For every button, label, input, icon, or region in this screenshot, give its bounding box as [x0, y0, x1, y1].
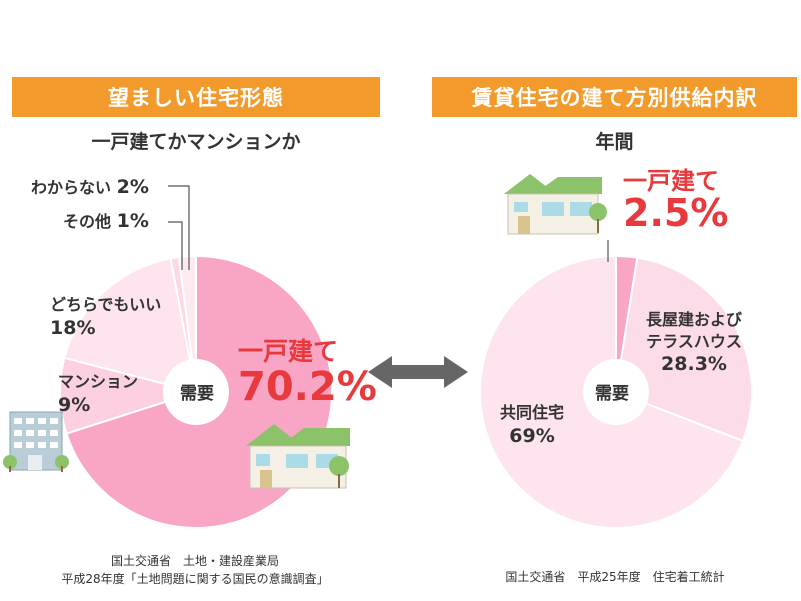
- label-wakaranai-text: わからない: [31, 178, 112, 197]
- label-sonota-pct: 1%: [116, 210, 149, 232]
- left-source-line-1: 国土交通省 土地・建設産業局: [110, 554, 279, 568]
- left-source: 国土交通省 土地・建設産業局 平成28年度「土地問題に関する国民の意識調査」: [40, 552, 350, 588]
- leader-line-sonota: [168, 221, 183, 270]
- label-wakaranai-pct: 2%: [116, 176, 149, 198]
- label-nagaya-line1: 長屋建および: [646, 310, 743, 329]
- label-ikkodate-right-pct: 2.5%: [623, 191, 729, 236]
- label-ikkodate-left: 一戸建て 70.2%: [238, 338, 377, 408]
- label-wakaranai: わからない 2%: [31, 175, 149, 201]
- label-dochira-pct: 18%: [50, 316, 96, 339]
- label-ikkodate-left-pct: 70.2%: [238, 363, 377, 410]
- left-pie-center: [163, 359, 229, 425]
- left-chart-subtitle: 一戸建てかマンションか: [91, 131, 301, 153]
- label-mansion-pct: 9%: [58, 393, 91, 416]
- label-ikkodate-right-text: 一戸建て: [623, 167, 719, 195]
- apartment-building-icon: [3, 411, 69, 472]
- double-arrow-icon: [368, 356, 468, 388]
- label-sonota-text: その他: [63, 212, 112, 231]
- left-pie-slice-4: [177, 254, 197, 393]
- left-center-label: 需要: [180, 384, 214, 404]
- right-chart-subtitle: 年間: [595, 131, 634, 153]
- right-chart-title: 賃貸住宅の建て方別供給内訳: [432, 77, 797, 117]
- label-nagaya-pct: 28.3%: [661, 353, 727, 376]
- right-source: 国土交通省 平成25年度 住宅着工統計: [470, 568, 760, 586]
- label-ikkodate-left-text: 一戸建て: [238, 337, 339, 366]
- label-nagaya: 長屋建および テラスハウス 28.3%: [646, 309, 742, 378]
- left-source-line-2: 平成28年度「土地問題に関する国民の意識調査」: [61, 572, 329, 586]
- label-kyodo: 共同住宅 69%: [500, 402, 564, 449]
- label-kyodo-pct: 69%: [509, 424, 555, 447]
- label-kyodo-text: 共同住宅: [500, 403, 565, 422]
- leader-lines: [168, 185, 609, 270]
- right-pie-center: [583, 359, 649, 425]
- label-sonota: その他 1%: [63, 209, 149, 235]
- left-pie-slice-2: [63, 257, 198, 394]
- label-mansion-text: マンション: [58, 372, 139, 391]
- left-chart-title: 望ましい住宅形態: [12, 77, 380, 117]
- right-source-line-1: 国土交通省 平成25年度 住宅着工統計: [505, 570, 725, 584]
- label-dochira-text: どちらでもいい: [50, 295, 162, 314]
- right-center-label: 需要: [595, 384, 629, 404]
- right-pie: [479, 254, 753, 529]
- label-ikkodate-right: 一戸建て 2.5%: [623, 168, 728, 234]
- house-icon: [246, 424, 350, 489]
- label-mansion: マンション 9%: [58, 371, 138, 418]
- right-pie-slice-1: [614, 256, 753, 443]
- leader-line-wakaranai: [168, 185, 190, 270]
- label-dochira: どちらでもいい 18%: [50, 294, 161, 341]
- label-nagaya-line2: テラスハウス: [646, 331, 742, 351]
- house-icon-right: [504, 174, 607, 235]
